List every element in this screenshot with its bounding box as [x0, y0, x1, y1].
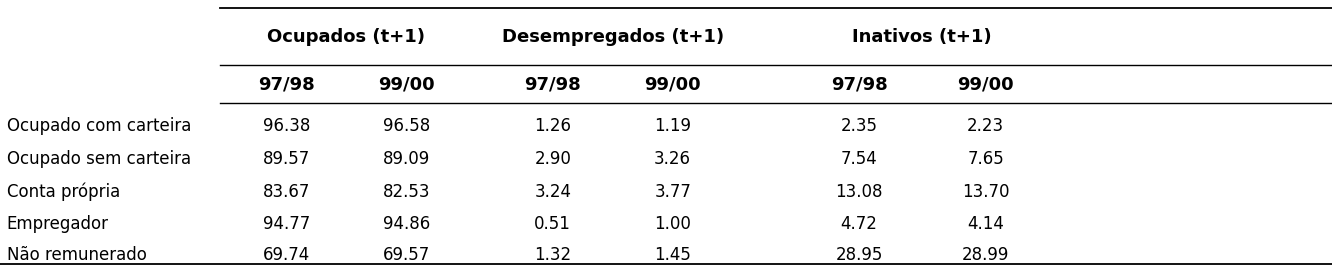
Text: Não remunerado: Não remunerado — [7, 246, 147, 264]
Text: 1.45: 1.45 — [654, 246, 691, 264]
Text: 13.70: 13.70 — [962, 183, 1010, 201]
Text: 13.08: 13.08 — [835, 183, 883, 201]
Text: 97/98: 97/98 — [525, 75, 581, 93]
Text: 1.32: 1.32 — [534, 246, 571, 264]
Text: 99/00: 99/00 — [958, 75, 1014, 93]
Text: 89.57: 89.57 — [262, 150, 310, 168]
Text: 82.53: 82.53 — [382, 183, 430, 201]
Text: 89.09: 89.09 — [382, 150, 430, 168]
Text: 7.65: 7.65 — [967, 150, 1004, 168]
Text: 3.77: 3.77 — [654, 183, 691, 201]
Text: 94.77: 94.77 — [262, 215, 310, 233]
Text: 69.74: 69.74 — [262, 246, 310, 264]
Text: 4.14: 4.14 — [967, 215, 1004, 233]
Text: 28.95: 28.95 — [835, 246, 883, 264]
Text: 96.38: 96.38 — [262, 118, 310, 135]
Text: 28.99: 28.99 — [962, 246, 1010, 264]
Text: Desempregados (t+1): Desempregados (t+1) — [502, 28, 723, 46]
Text: 4.72: 4.72 — [840, 215, 878, 233]
Text: 69.57: 69.57 — [382, 246, 430, 264]
Text: 2.90: 2.90 — [534, 150, 571, 168]
Text: 0.51: 0.51 — [534, 215, 571, 233]
Text: Empregador: Empregador — [7, 215, 109, 233]
Text: Inativos (t+1): Inativos (t+1) — [852, 28, 991, 46]
Text: Conta própria: Conta própria — [7, 183, 120, 201]
Text: 99/00: 99/00 — [645, 75, 701, 93]
Text: 1.26: 1.26 — [534, 118, 571, 135]
Text: 2.35: 2.35 — [840, 118, 878, 135]
Text: 2.23: 2.23 — [967, 118, 1004, 135]
Text: 97/98: 97/98 — [831, 75, 887, 93]
Text: 94.86: 94.86 — [382, 215, 430, 233]
Text: 99/00: 99/00 — [378, 75, 434, 93]
Text: Ocupados (t+1): Ocupados (t+1) — [268, 28, 425, 46]
Text: Ocupado com carteira: Ocupado com carteira — [7, 118, 190, 135]
Text: 97/98: 97/98 — [258, 75, 314, 93]
Text: 83.67: 83.67 — [262, 183, 310, 201]
Text: 3.26: 3.26 — [654, 150, 691, 168]
Text: 1.19: 1.19 — [654, 118, 691, 135]
Text: 3.24: 3.24 — [534, 183, 571, 201]
Text: 96.58: 96.58 — [382, 118, 430, 135]
Text: 1.00: 1.00 — [654, 215, 691, 233]
Text: 7.54: 7.54 — [840, 150, 878, 168]
Text: Ocupado sem carteira: Ocupado sem carteira — [7, 150, 190, 168]
